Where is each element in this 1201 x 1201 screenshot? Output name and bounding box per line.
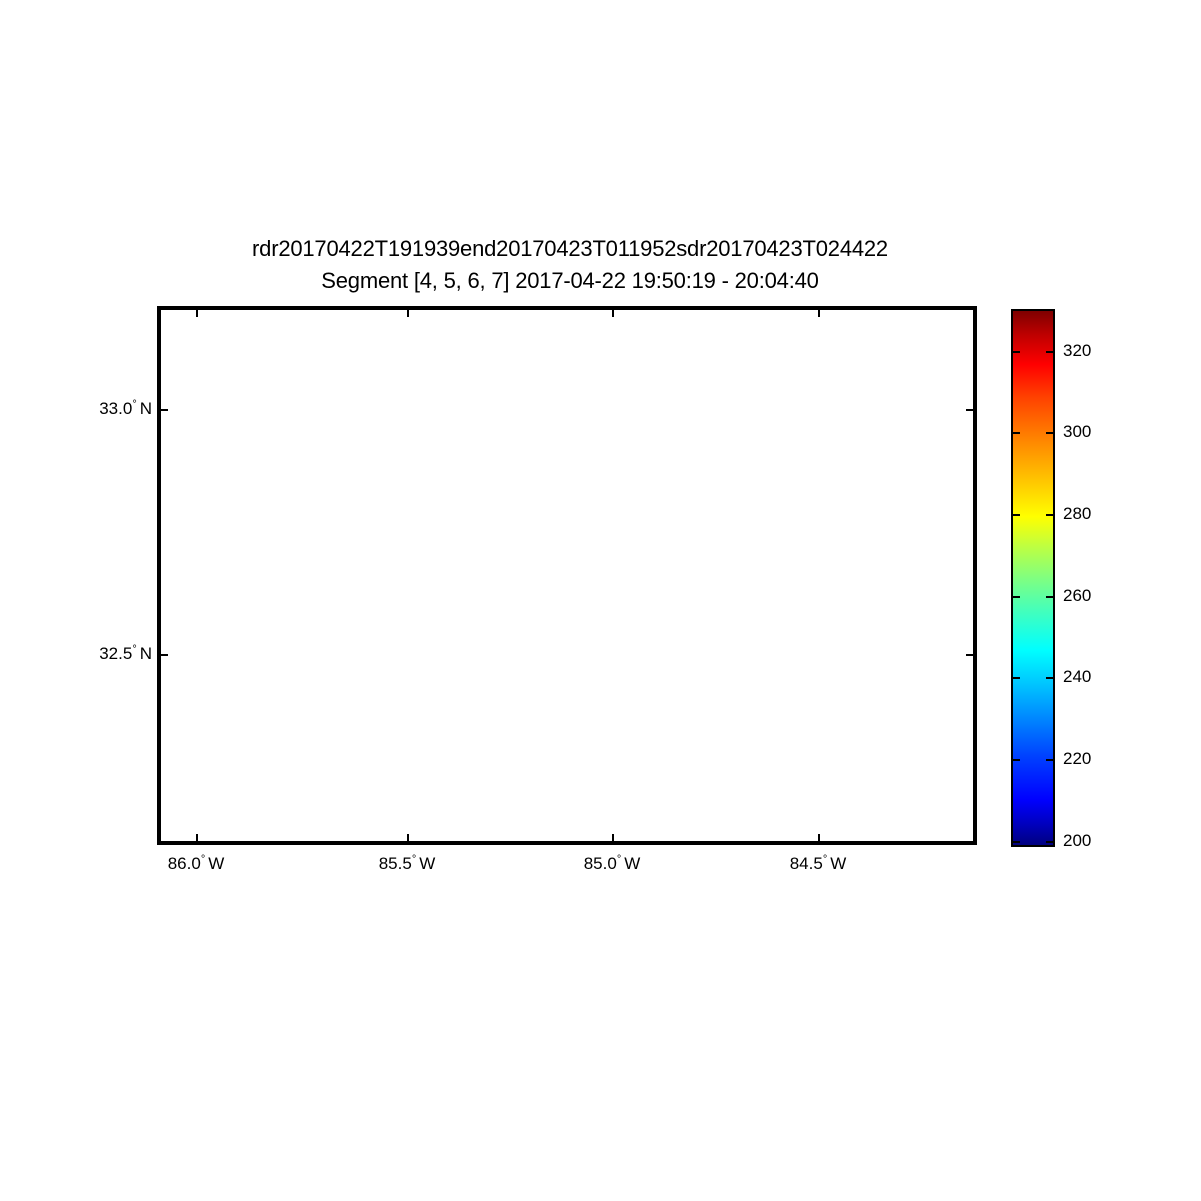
- y-tickmark: [966, 409, 973, 411]
- degree-symbol: °: [411, 853, 417, 866]
- colorbar-tickmark: [1013, 677, 1020, 679]
- colorbar-tickmark: [1013, 351, 1020, 353]
- y-tickmark: [161, 409, 168, 411]
- tick-value: 85.5: [378, 854, 412, 873]
- colorbar-tick-label: 220: [1063, 749, 1092, 768]
- chart-subtitle-line-2: Segment [4, 5, 6, 7] 2017-04-22 19:50:19…: [321, 268, 819, 293]
- chart-title-block: rdr20170422T191939end20170423T011952sdr2…: [0, 233, 1140, 297]
- x-tickmark: [407, 310, 409, 317]
- degree-symbol: °: [616, 853, 622, 866]
- degree-symbol: °: [132, 398, 137, 411]
- x-tickmark: [612, 310, 614, 317]
- x-tickmark: [196, 310, 198, 317]
- degree-symbol: °: [132, 643, 137, 656]
- plot-frame: [157, 306, 977, 845]
- tick-value: 84.5: [789, 854, 823, 873]
- x-tickmark: [612, 834, 614, 841]
- colorbar-tickmark: [1013, 759, 1020, 761]
- y-axis-tick-label: 33.0° N: [92, 399, 152, 419]
- hemisphere-label: W: [624, 854, 641, 873]
- colorbar-tick-label: 200: [1063, 831, 1092, 850]
- tick-value: 85.0: [583, 854, 617, 873]
- colorbar-tickmark: [1013, 514, 1020, 516]
- chart-title-line-1: rdr20170422T191939end20170423T011952sdr2…: [252, 236, 888, 261]
- colorbar-tickmark: [1046, 841, 1053, 843]
- colorbar-tick-label: 240: [1063, 667, 1092, 686]
- degree-symbol: °: [200, 853, 206, 866]
- colorbar-tickmark: [1013, 432, 1020, 434]
- colorbar-tickmark: [1046, 677, 1053, 679]
- colorbar-tickmark: [1046, 596, 1053, 598]
- y-tickmark: [161, 654, 168, 656]
- colorbar-tick-label: 260: [1063, 586, 1092, 605]
- degree-symbol: °: [822, 853, 828, 866]
- hemisphere-label: W: [830, 854, 847, 873]
- colorbar: 320 300 280 260 240 220 200: [1011, 309, 1091, 850]
- x-tickmark: [818, 834, 820, 841]
- tick-value: 33.0: [99, 399, 133, 418]
- x-tickmark: [407, 834, 409, 841]
- colorbar-tick-label: 300: [1063, 422, 1092, 441]
- x-axis-tick-label: 86.0° W: [168, 854, 225, 874]
- colorbar-tickmark: [1046, 432, 1053, 434]
- colorbar-gradient: [1011, 309, 1055, 847]
- x-axis-tick-label: 84.5° W: [790, 854, 847, 874]
- hemisphere-label: W: [419, 854, 436, 873]
- colorbar-tick-label: 320: [1063, 341, 1092, 360]
- y-tickmark: [966, 654, 973, 656]
- colorbar-tickmark: [1013, 596, 1020, 598]
- hemisphere-label: N: [139, 399, 152, 418]
- x-tickmark: [196, 834, 198, 841]
- hemisphere-label: N: [139, 644, 152, 663]
- x-tickmark: [818, 310, 820, 317]
- y-axis-tick-label: 32.5° N: [92, 644, 152, 664]
- colorbar-tick-label: 280: [1063, 504, 1092, 523]
- colorbar-tickmark: [1046, 759, 1053, 761]
- hemisphere-label: W: [208, 854, 225, 873]
- tick-value: 86.0: [167, 854, 201, 873]
- x-axis-tick-label: 85.5° W: [379, 854, 436, 874]
- colorbar-tickmark: [1046, 514, 1053, 516]
- colorbar-tickmark: [1046, 351, 1053, 353]
- x-axis-tick-label: 85.0° W: [584, 854, 641, 874]
- tick-value: 32.5: [99, 644, 133, 663]
- colorbar-tickmark: [1013, 841, 1020, 843]
